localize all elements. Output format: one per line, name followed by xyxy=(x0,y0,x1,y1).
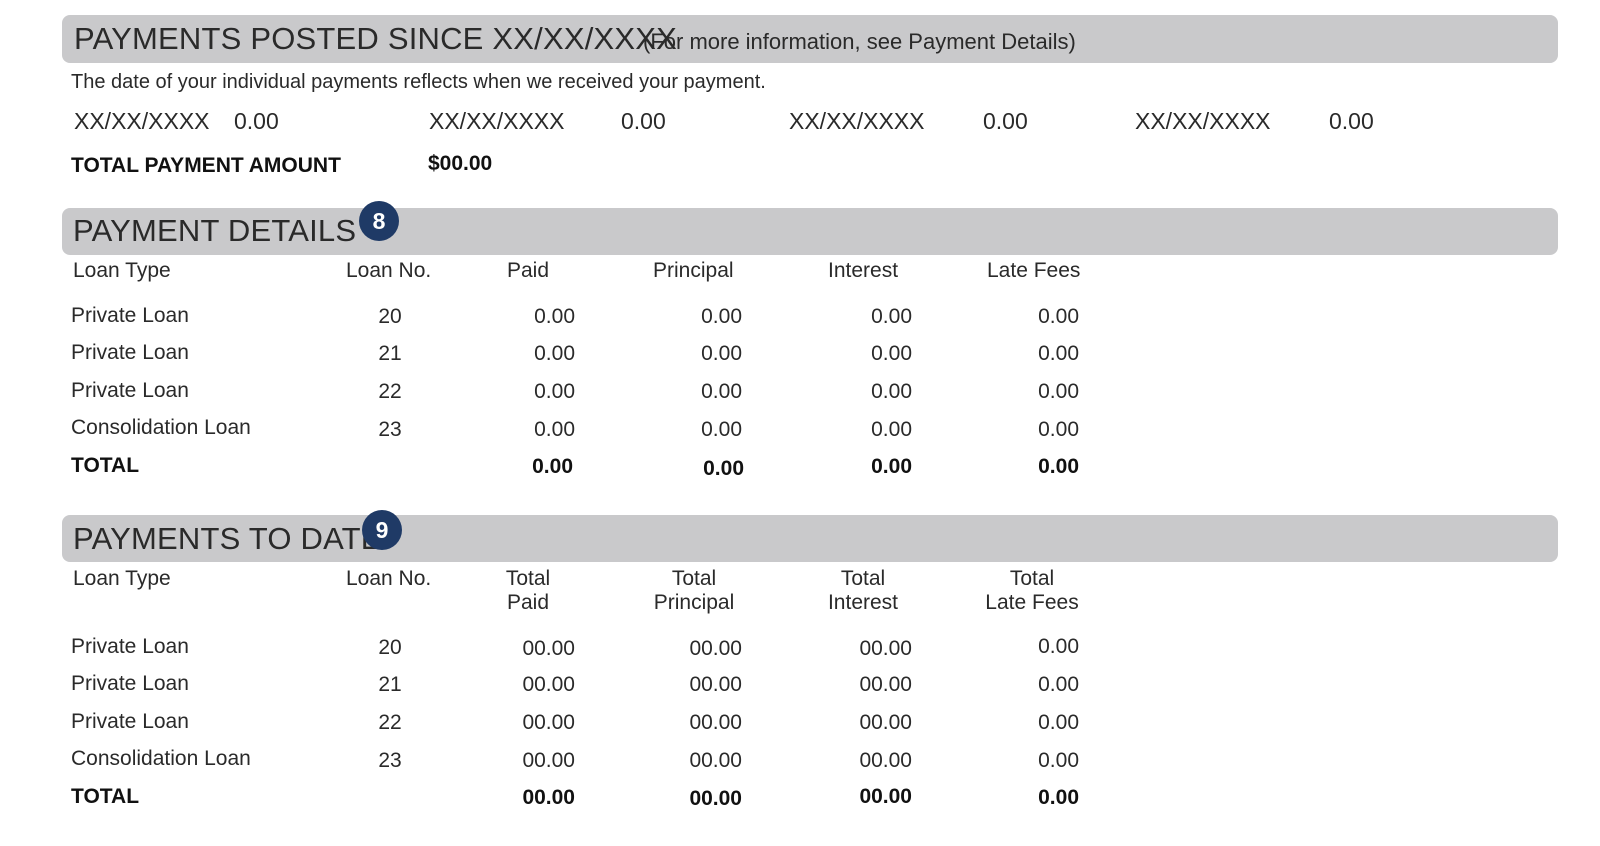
to-date-total-late-fees: 0.00 xyxy=(1038,673,1079,696)
payments-posted-subtitle: (For more information, see Payment Detai… xyxy=(643,29,1076,54)
to-date-total-interest-sum: 00.00 xyxy=(859,785,912,808)
details-paid: 0.00 xyxy=(534,305,575,328)
payments-to-date-title: PAYMENTS TO DATE xyxy=(73,521,382,556)
details-paid: 0.00 xyxy=(534,342,575,365)
to-date-total-paid: 00.00 xyxy=(522,749,575,772)
posted-entry-amount: 0.00 xyxy=(1329,108,1374,134)
details-late-fees: 0.00 xyxy=(1038,342,1079,365)
to-date-total-principal-sum: 00.00 xyxy=(689,787,742,810)
payments-posted-title: PAYMENTS POSTED SINCE XX/XX/XXXX xyxy=(74,21,678,56)
details-interest: 0.00 xyxy=(871,380,912,403)
to-date-col-header: Total xyxy=(840,567,886,590)
section-number-badge: 9 xyxy=(362,510,402,550)
to-date-loan-no: 21 xyxy=(378,673,402,696)
details-principal: 0.00 xyxy=(701,380,742,403)
posted-entry-date: XX/XX/XXXX xyxy=(789,108,925,134)
details-col-header: Loan No. xyxy=(346,259,432,282)
details-interest: 0.00 xyxy=(871,305,912,328)
to-date-total-principal: 00.00 xyxy=(689,749,742,772)
to-date-loan-type: Consolidation Loan xyxy=(71,747,251,770)
section-number-badge: 8 xyxy=(359,201,399,241)
to-date-total-late-fees-sum: 0.00 xyxy=(1038,786,1079,809)
to-date-col-header: Paid xyxy=(506,591,550,614)
details-principal: 0.00 xyxy=(701,418,742,441)
posted-entry-date: XX/XX/XXXX xyxy=(1135,108,1271,134)
details-loan-type: Private Loan xyxy=(71,304,189,327)
to-date-loan-no: 22 xyxy=(378,711,402,734)
total-payment-label: TOTAL PAYMENT AMOUNT xyxy=(71,154,341,177)
details-principal: 0.00 xyxy=(701,305,742,328)
details-late-fees: 0.00 xyxy=(1038,380,1079,403)
to-date-total-late-fees: 0.00 xyxy=(1038,711,1079,734)
to-date-col-header: Late Fees xyxy=(985,591,1079,614)
details-total-label: TOTAL xyxy=(71,454,140,477)
payment-details-title: PAYMENT DETAILS xyxy=(73,213,357,248)
to-date-total-principal: 00.00 xyxy=(689,673,742,696)
to-date-total-interest: 00.00 xyxy=(859,637,912,660)
to-date-col-header: Loan No. xyxy=(346,567,432,590)
to-date-total-paid: 00.00 xyxy=(522,711,575,734)
details-paid: 0.00 xyxy=(534,418,575,441)
to-date-col-header: Total xyxy=(505,567,551,590)
to-date-total-interest: 00.00 xyxy=(859,711,912,734)
payments-posted-note: The date of your individual payments ref… xyxy=(71,71,766,93)
to-date-total-late-fees: 0.00 xyxy=(1038,635,1079,658)
to-date-col-header: Interest xyxy=(827,591,899,614)
to-date-total-label: TOTAL xyxy=(71,785,140,808)
details-col-header: Interest xyxy=(828,259,899,282)
details-loan-type: Private Loan xyxy=(71,379,189,402)
details-total-late-fees: 0.00 xyxy=(1038,455,1079,478)
details-late-fees: 0.00 xyxy=(1038,305,1079,328)
to-date-loan-type: Private Loan xyxy=(71,710,189,733)
details-loan-no: 22 xyxy=(378,380,402,403)
to-date-loan-type: Private Loan xyxy=(71,672,189,695)
payment-details-header-bar xyxy=(62,208,1558,255)
to-date-total-interest: 00.00 xyxy=(859,673,912,696)
to-date-col-header: Total xyxy=(1009,567,1055,590)
posted-entry-amount: 0.00 xyxy=(983,108,1028,134)
to-date-col-header: Loan Type xyxy=(73,567,171,590)
to-date-total-principal: 00.00 xyxy=(689,711,742,734)
to-date-total-interest: 00.00 xyxy=(859,749,912,772)
details-loan-type: Private Loan xyxy=(71,341,189,364)
details-col-header: Loan Type xyxy=(73,259,171,282)
details-col-header: Late Fees xyxy=(987,259,1081,282)
details-interest: 0.00 xyxy=(871,342,912,365)
to-date-loan-type: Private Loan xyxy=(71,635,189,658)
payments-to-date-header-bar xyxy=(62,515,1558,562)
posted-entry-date: XX/XX/XXXX xyxy=(429,108,565,134)
details-total-interest: 0.00 xyxy=(871,455,912,478)
to-date-total-principal: 00.00 xyxy=(689,637,742,660)
posted-entry-amount: 0.00 xyxy=(621,108,666,134)
details-loan-no: 21 xyxy=(378,342,402,365)
to-date-col-header: Principal xyxy=(653,591,735,614)
to-date-total-paid: 00.00 xyxy=(522,673,575,696)
details-col-header: Paid xyxy=(507,259,550,282)
to-date-total-paid-sum: 00.00 xyxy=(522,786,575,809)
details-interest: 0.00 xyxy=(871,418,912,441)
payments-posted-header-bar xyxy=(62,15,1558,63)
details-late-fees: 0.00 xyxy=(1038,418,1079,441)
total-payment-value: $00.00 xyxy=(428,152,493,175)
details-principal: 0.00 xyxy=(701,342,742,365)
details-total-principal: 0.00 xyxy=(703,457,744,480)
posted-entry-amount: 0.00 xyxy=(234,108,279,134)
to-date-loan-no: 20 xyxy=(378,636,402,659)
posted-entry-date: XX/XX/XXXX xyxy=(74,108,210,134)
details-col-header: Principal xyxy=(653,259,734,282)
to-date-total-paid: 00.00 xyxy=(522,637,575,660)
details-loan-no: 23 xyxy=(378,418,402,441)
details-loan-type: Consolidation Loan xyxy=(71,416,251,439)
details-total-paid: 0.00 xyxy=(532,455,573,478)
details-paid: 0.00 xyxy=(534,380,575,403)
to-date-total-late-fees: 0.00 xyxy=(1038,749,1079,772)
to-date-loan-no: 23 xyxy=(378,749,402,772)
to-date-col-header: Total xyxy=(671,567,717,590)
details-loan-no: 20 xyxy=(378,305,402,328)
